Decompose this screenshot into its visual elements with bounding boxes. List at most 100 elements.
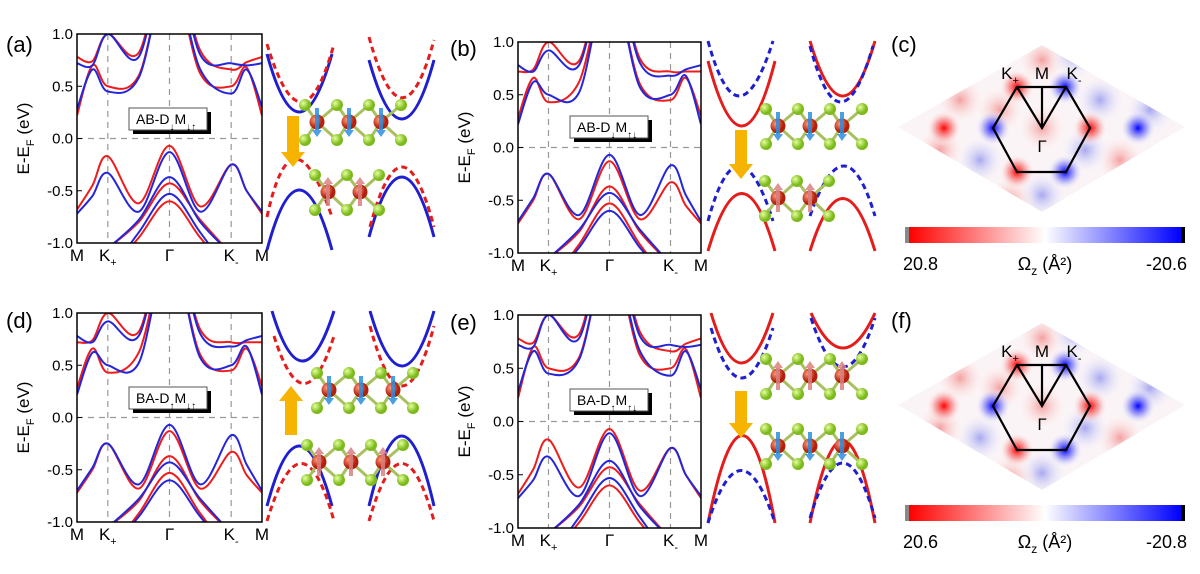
band-line-blue xyxy=(518,42,701,125)
berry-curvature-map-c: K+ M K-Γ20.8 -20.6Ωz (Å²) xyxy=(898,45,1187,278)
band-structure-plots: 1.00.50.0-0.5-1.0M K+ Γ K- ME-EF (eV) AB-D↓M↓… xyxy=(14,26,708,554)
label-sub: ↓↑ xyxy=(186,122,196,133)
halogen-atom xyxy=(792,138,804,150)
colorbar-end xyxy=(905,227,909,243)
label-mid: M xyxy=(615,119,627,135)
halogen-atom xyxy=(397,439,409,451)
label-mid: M xyxy=(174,390,186,406)
y-axis-label: E-EF (eV) xyxy=(455,386,478,458)
y-tick-label: -1.0 xyxy=(488,520,514,537)
halogen-atom xyxy=(343,367,355,379)
halogen-atom xyxy=(824,103,836,115)
halogen-atom xyxy=(311,367,323,379)
y-tick-label: 0.0 xyxy=(52,410,73,427)
band-line-red xyxy=(573,484,646,528)
label-sub: ↓ xyxy=(169,122,174,133)
transition-arrow-icon xyxy=(279,386,303,435)
halogen-atom xyxy=(333,474,345,486)
y-tick-label: 0.0 xyxy=(493,414,514,431)
spin-down-arrow-icon xyxy=(837,432,847,461)
y-axis-label-sub: F xyxy=(466,422,478,429)
spin-down-arrow-icon xyxy=(344,108,354,137)
band-line-blue xyxy=(518,432,701,499)
colorbar-gradient xyxy=(909,505,1181,521)
halogen-atom xyxy=(824,353,836,365)
halogen-atom xyxy=(792,423,804,435)
y-tick-label: 1.0 xyxy=(52,305,73,322)
colorbar-max-label: 20.8 xyxy=(903,254,938,274)
conduction-band-spin-down xyxy=(706,40,775,98)
berry-curvature-map-f: K+ M K-Γ20.6 -20.8Ωz (Å²) xyxy=(898,323,1187,556)
monolayer-structure-bottom xyxy=(759,175,835,222)
spin-up-arrow-icon xyxy=(355,177,365,206)
k-point-label: M xyxy=(511,531,525,550)
colorbar xyxy=(905,505,1185,521)
k-point-label: M xyxy=(694,256,708,275)
y-tick-label: 0.5 xyxy=(493,360,514,377)
label-sub: ↑↓ xyxy=(627,403,637,414)
y-axis-label-unit: (eV) xyxy=(14,382,33,419)
bands xyxy=(77,313,262,522)
band-line-blue xyxy=(553,459,661,528)
y-axis-label-unit: (eV) xyxy=(455,386,474,423)
y-tick-label: 1.0 xyxy=(493,34,514,51)
halogen-atom xyxy=(343,402,355,414)
halogen-atom xyxy=(824,388,836,400)
colorbar-end xyxy=(1181,505,1185,521)
valence-band-spin-up xyxy=(808,197,877,252)
halogen-atom xyxy=(792,103,804,115)
halogen-atom xyxy=(760,423,772,435)
band-line-red xyxy=(518,315,701,353)
spin-up-arrow-icon xyxy=(773,361,783,390)
berry-curvature-maps: K+ M K-Γ20.8 -20.6Ωz (Å²)K+ M K-Γ20.6 -20.8Ωz … xyxy=(898,45,1187,556)
y-tick-label: 0.5 xyxy=(52,357,73,374)
valence-band-spin-up xyxy=(706,434,777,524)
colorbar-title-unit: (Å²) xyxy=(1037,532,1072,552)
halogen-atom xyxy=(365,439,377,451)
transition-arrow-icon xyxy=(729,130,753,179)
spin-up-arrow-icon xyxy=(773,183,783,212)
k-point-label: M xyxy=(511,256,525,275)
y-tick-label: 0.0 xyxy=(52,131,73,148)
k-point-label: M xyxy=(70,525,84,544)
panel-label-f: (f) xyxy=(891,308,912,333)
y-tick-label: -1.0 xyxy=(488,245,514,262)
halogen-atom xyxy=(760,388,772,400)
halogen-atom xyxy=(341,169,353,181)
colorbar-title: Ωz (Å²) xyxy=(1018,532,1072,556)
valence-band-spin-up xyxy=(265,462,336,522)
conduction-band-spin-up xyxy=(706,60,777,128)
monolayer-structure-bottom xyxy=(760,423,868,470)
y-tick-label: -1.0 xyxy=(47,514,73,531)
y-tick-label: -0.5 xyxy=(488,467,514,484)
curvature-peak-negative xyxy=(1120,388,1156,424)
valence-band-spin-down xyxy=(706,469,777,524)
halogen-atom xyxy=(395,134,407,146)
valence-band-spin-down xyxy=(808,461,877,519)
halogen-atom xyxy=(333,439,345,451)
k-point-label: Γ xyxy=(605,531,614,550)
band-line-red xyxy=(112,182,223,243)
schematic-a xyxy=(265,36,436,251)
spin-down-arrow-icon xyxy=(356,376,366,405)
band-line-blue xyxy=(518,315,701,393)
gamma-point-label: Γ xyxy=(1037,137,1046,156)
y-axis-label-unit: (eV) xyxy=(455,112,474,149)
k-point-label: M xyxy=(255,525,269,544)
halogen-atom xyxy=(824,458,836,470)
panel-label-c: (c) xyxy=(891,32,917,57)
configuration-label: AB-D↓M↑↓ xyxy=(569,115,652,142)
valence-band-spin-down xyxy=(706,164,775,222)
halogen-atom xyxy=(299,99,311,111)
k-point-label: Γ xyxy=(605,256,614,275)
bands xyxy=(77,34,262,243)
band-line-red xyxy=(518,315,701,399)
k-point-label-sub: + xyxy=(110,257,116,269)
conduction-band-spin-up xyxy=(265,43,336,104)
halogen-atom xyxy=(363,134,375,146)
halogen-atom xyxy=(856,388,868,400)
band-line-blue xyxy=(77,313,262,349)
k-point-label-sub: - xyxy=(674,267,678,279)
label-sub: ↑ xyxy=(610,403,615,414)
halogen-atom xyxy=(792,388,804,400)
